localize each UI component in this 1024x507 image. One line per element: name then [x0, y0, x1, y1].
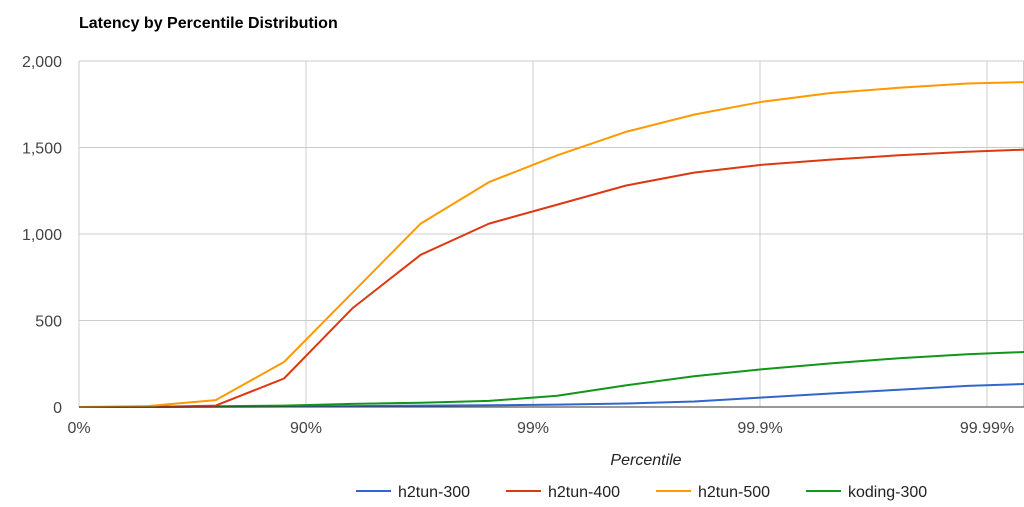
legend: h2tun-300 h2tun-400 h2tun-500 koding-300 [356, 484, 927, 501]
legend-label-h2tun-500: h2tun-500 [698, 484, 770, 501]
y-tick-label: 2,000 [22, 54, 62, 71]
x-axis-title: Percentile [610, 452, 681, 469]
series-line-h2tun-500 [79, 81, 1024, 408]
x-tick-label: 90% [290, 420, 322, 437]
y-tick-label: 500 [35, 314, 62, 331]
legend-label-koding-300: koding-300 [848, 484, 927, 501]
x-tick-label: 99% [517, 420, 549, 437]
gridlines [78, 60, 1024, 407]
x-tick-label: 99.99% [960, 420, 1014, 437]
x-tick-label: 99.9% [737, 420, 782, 437]
y-tick-label: 0 [53, 400, 62, 417]
series-line-koding-300 [79, 351, 1024, 408]
legend-label-h2tun-300: h2tun-300 [398, 484, 470, 501]
plot-series [79, 81, 1024, 408]
legend-label-h2tun-400: h2tun-400 [548, 484, 620, 501]
chart-title: Latency by Percentile Distribution [79, 15, 338, 32]
x-axis-ticks: 0% 90% 99% 99.9% 99.99% [67, 420, 1014, 437]
series-line-h2tun-400 [79, 148, 1024, 408]
y-tick-label: 1,500 [22, 141, 62, 158]
y-axis-ticks: 0 500 1,000 1,500 2,000 [22, 54, 62, 417]
x-tick-label: 0% [67, 420, 90, 437]
y-tick-label: 1,000 [22, 227, 62, 244]
